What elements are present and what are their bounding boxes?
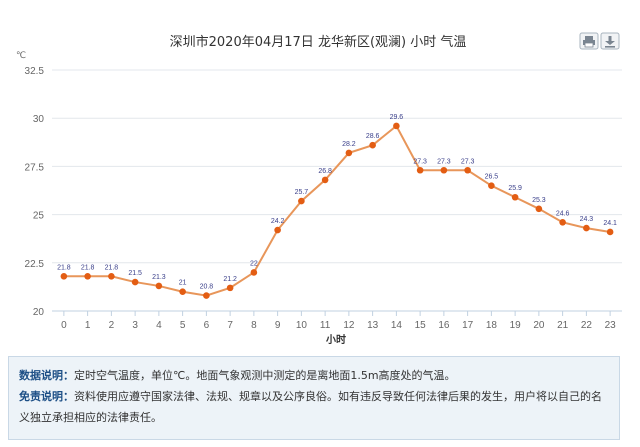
data-label: 27.3 (461, 158, 475, 165)
data-point (250, 269, 258, 276)
x-tick-label: 0 (61, 320, 67, 331)
data-label: 25.7 (295, 189, 309, 196)
data-note: 数据说明：定时空气温度，单位℃。地面气象观测中测定的是离地面1.5m高度处的气温… (19, 365, 609, 386)
data-point (369, 141, 376, 149)
data-label: 21.5 (128, 270, 142, 277)
y-tick-label: 22.5 (25, 259, 45, 270)
x-tick-label: 23 (605, 320, 617, 331)
data-point (511, 193, 519, 201)
data-label: 29.6 (390, 114, 404, 121)
data-point (559, 219, 566, 226)
x-tick-label: 17 (462, 320, 474, 331)
series-line (63, 124, 611, 297)
x-tick-label: 6 (204, 320, 210, 331)
y-tick-label: 25 (33, 211, 45, 222)
x-tick-label: 4 (156, 320, 162, 331)
disclaimer-text: 资料使用应遵守国家法律、法规、规章以及公序良俗。如有违反导致任何法律后果的发生，… (19, 390, 602, 424)
data-point (155, 282, 163, 290)
data-point (464, 166, 471, 174)
data-label: 21.8 (81, 264, 95, 271)
data-labels: 21.8 21.8 21.8 21.5 21.3 21 20.8 21.2 22 24.2 25.7… (57, 114, 617, 291)
y-axis: 20 22.5 25 27.5 30 32.5 (25, 66, 45, 318)
disclaimer-label: 免责说明： (19, 390, 74, 403)
data-point (298, 197, 305, 205)
temperature-series (60, 122, 614, 299)
data-label: 26.5 (485, 174, 499, 181)
data-label: 26.8 (318, 168, 332, 175)
data-point (393, 122, 400, 130)
data-point (60, 272, 68, 280)
data-label: 21.3 (152, 274, 166, 281)
data-point (535, 205, 543, 213)
data-point (488, 182, 495, 189)
x-tick-label: 12 (343, 320, 355, 331)
data-point (179, 288, 186, 296)
data-note-label: 数据说明： (19, 369, 74, 382)
download-icon (605, 36, 615, 48)
x-tick-label: 16 (438, 320, 450, 331)
x-tick-label: 20 (533, 320, 545, 331)
data-label: 22 (250, 260, 258, 267)
x-tick-label: 13 (367, 320, 379, 331)
y-tick-label: 20 (33, 307, 45, 318)
x-tick-label: 10 (296, 320, 308, 331)
data-point (321, 176, 329, 184)
data-label: 24.3 (580, 216, 594, 223)
y-tick-label: 32.5 (25, 66, 45, 77)
data-point (226, 284, 234, 292)
data-label: 24.1 (603, 220, 617, 227)
x-tick-label: 11 (320, 320, 331, 331)
x-tick-label: 14 (391, 320, 403, 331)
x-tick-label: 22 (581, 320, 593, 331)
data-label: 20.8 (200, 284, 214, 291)
data-label: 24.6 (556, 210, 570, 217)
x-tick-label: 15 (415, 320, 427, 331)
data-point (203, 292, 210, 299)
print-button[interactable] (579, 32, 599, 50)
x-tick-label: 9 (275, 320, 281, 331)
data-point (84, 272, 91, 280)
x-tick-label: 8 (251, 320, 257, 331)
chart-title: 深圳市2020年04月17日 龙华新区(观澜) 小时 气温 (170, 34, 467, 50)
data-point (108, 272, 115, 280)
temperature-chart: 深圳市2020年04月17日 龙华新区(观澜) 小时 气温 ℃ 2022.525… (16, 32, 622, 346)
data-point (583, 224, 590, 232)
data-label: 21 (179, 280, 187, 287)
data-label: 24.2 (271, 218, 285, 225)
data-point (345, 149, 353, 157)
data-label: 25.9 (508, 185, 522, 192)
y-unit-label: ℃ (16, 51, 26, 61)
x-tick-label: 7 (227, 320, 233, 331)
y-tick-label: 30 (33, 114, 45, 125)
x-tick-label: 5 (180, 320, 186, 331)
y-tick-label: 27.5 (25, 162, 45, 173)
disclaimer-note: 免责说明：资料使用应遵守国家法律、法规、规章以及公序良俗。如有违反导致任何法律后… (19, 386, 609, 428)
data-label: 25.3 (532, 197, 546, 204)
x-axis: 0 1 2 3 4 5 6 7 8 9 10 11 12 13 14 15 16 17 18 19 20 21 22 23 (61, 311, 616, 331)
data-point (606, 228, 614, 236)
data-label: 21.8 (105, 264, 119, 271)
data-label: 27.3 (413, 158, 427, 165)
data-note-text: 定时空气温度，单位℃。地面气象观测中测定的是离地面1.5m高度处的气温。 (74, 369, 456, 382)
download-button[interactable] (600, 32, 620, 50)
notes-panel: 数据说明：定时空气温度，单位℃。地面气象观测中测定的是离地面1.5m高度处的气温… (8, 356, 620, 440)
data-point (416, 166, 424, 174)
printer-icon (583, 36, 595, 48)
x-axis-title: 小时 (325, 333, 346, 346)
data-label: 28.6 (366, 133, 380, 140)
x-tick-label: 1 (85, 320, 91, 331)
data-point (274, 226, 281, 234)
data-label: 21.8 (57, 264, 71, 271)
x-tick-label: 18 (486, 320, 498, 331)
data-point (131, 278, 139, 286)
data-label: 21.2 (223, 276, 237, 283)
data-label: 28.2 (342, 141, 356, 148)
x-tick-label: 3 (132, 320, 138, 331)
x-tick-label: 19 (510, 320, 522, 331)
data-label: 27.3 (437, 158, 451, 165)
data-point (440, 166, 448, 174)
x-tick-label: 21 (557, 320, 569, 331)
x-tick-label: 2 (109, 320, 115, 331)
